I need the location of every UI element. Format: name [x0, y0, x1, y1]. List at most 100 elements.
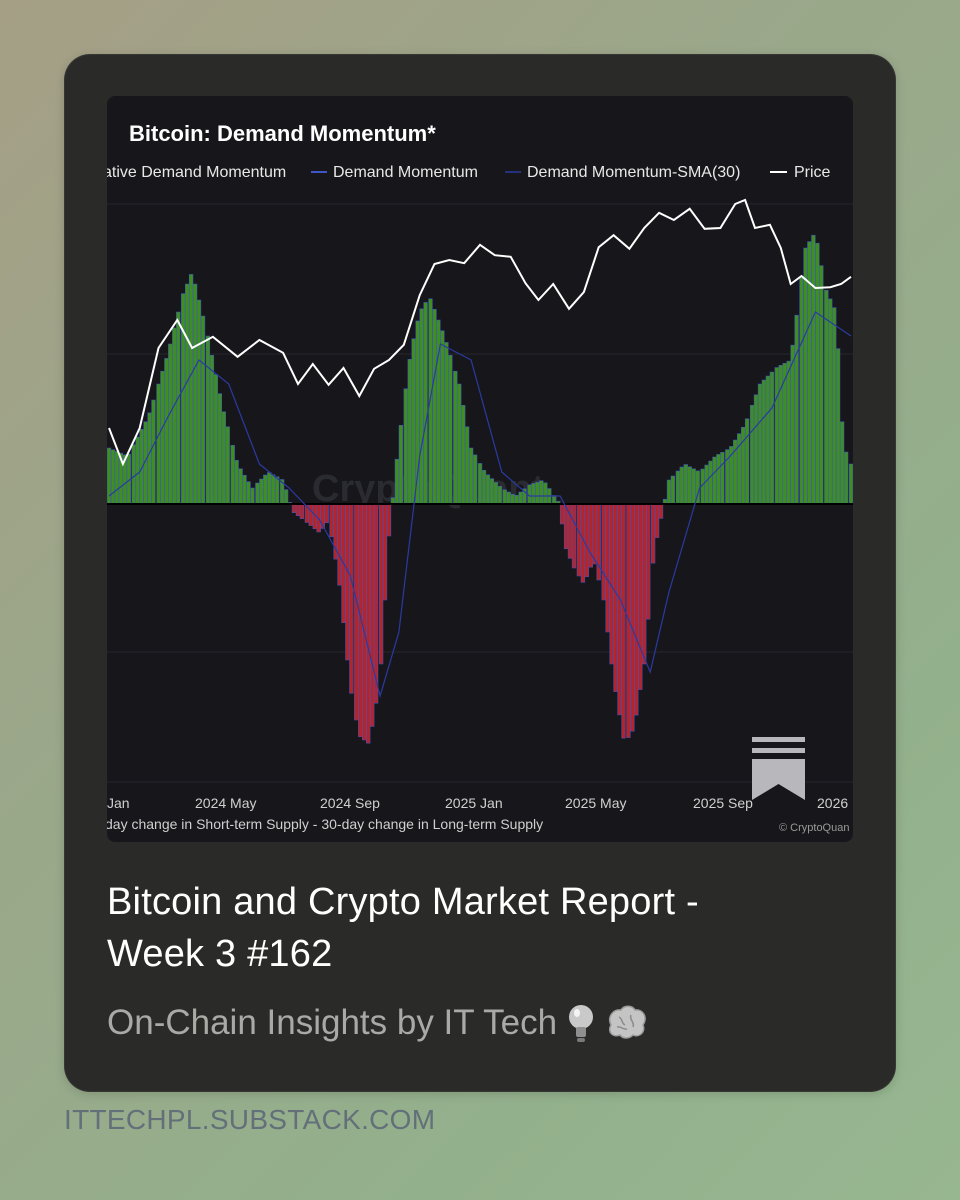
momentum-bar	[394, 458, 400, 505]
momentum-bar	[774, 367, 779, 505]
momentum-bar	[835, 348, 841, 505]
momentum-bar	[571, 503, 577, 569]
momentum-bar	[453, 370, 458, 505]
momentum-bar	[275, 476, 280, 505]
momentum-bar	[843, 451, 849, 505]
momentum-bar	[196, 299, 202, 505]
bookmark-icon[interactable]	[752, 737, 805, 800]
momentum-bar	[200, 315, 206, 505]
sma-line	[108, 311, 852, 699]
momentum-bar	[172, 327, 177, 505]
momentum-bar	[464, 426, 470, 505]
momentum-bar	[181, 293, 186, 505]
momentum-bar	[250, 487, 255, 505]
momentum-bar	[815, 242, 820, 505]
momentum-bar	[761, 379, 767, 505]
momentum-bar	[230, 445, 235, 505]
momentum-bar	[617, 503, 622, 716]
momentum-bar	[824, 289, 829, 505]
momentum-bar	[271, 474, 276, 505]
post-title-block[interactable]: Bitcoin and Crypto Market Report - Week …	[107, 876, 867, 980]
momentum-bar	[531, 483, 536, 505]
momentum-bar	[283, 489, 289, 505]
momentum-bar	[160, 370, 165, 505]
momentum-bar	[131, 444, 136, 505]
momentum-bar	[518, 491, 523, 505]
momentum-bar	[506, 491, 511, 505]
momentum-bar	[535, 481, 540, 505]
momentum-bar	[601, 503, 606, 601]
momentum-bar	[621, 503, 626, 739]
momentum-bar	[299, 503, 305, 519]
momentum-bar	[217, 393, 222, 505]
momentum-bar	[489, 478, 495, 505]
bookmark-icon-bar	[752, 737, 805, 742]
momentum-bar	[704, 464, 709, 505]
x-tick-label: Jan	[107, 795, 130, 811]
momentum-bar	[407, 359, 412, 505]
momentum-bar	[114, 451, 120, 505]
chart-title: Bitcoin: Demand Momentum*	[129, 121, 436, 146]
momentum-bar	[613, 503, 618, 692]
momentum-bar	[234, 460, 239, 505]
momentum-bar	[188, 274, 194, 505]
momentum-bar	[769, 371, 775, 505]
momentum-bar	[485, 474, 491, 505]
momentum-bar	[472, 454, 478, 505]
momentum-bar	[461, 405, 466, 505]
momentum-bar	[291, 503, 297, 513]
momentum-bar	[370, 503, 375, 727]
momentum-bar	[209, 354, 215, 505]
momentum-bar	[493, 482, 498, 505]
legend-sma-label: Demand Momentum-SMA(30)	[527, 164, 740, 181]
momentum-bar	[110, 449, 116, 505]
momentum-bar	[428, 298, 433, 505]
momentum-bar	[638, 503, 643, 690]
momentum-bar	[354, 503, 359, 721]
momentum-bar	[708, 460, 713, 505]
momentum-bar	[790, 344, 795, 505]
momentum-bar	[828, 298, 833, 505]
chart-grid	[107, 203, 853, 783]
momentum-bar	[481, 470, 487, 505]
momentum-bar	[403, 388, 408, 505]
momentum-bar	[267, 472, 272, 505]
x-tick-label: 2025 Jan	[445, 795, 503, 811]
momentum-bar	[543, 482, 548, 505]
post-title[interactable]: Bitcoin and Crypto Market Report - Week …	[107, 876, 867, 980]
source-domain[interactable]: ITTECHPL.SUBSTACK.COM	[64, 1104, 436, 1135]
momentum-bar	[242, 474, 247, 505]
momentum-bar	[658, 503, 664, 519]
momentum-bar	[147, 412, 152, 505]
x-tick-label: 2024 May	[195, 795, 256, 811]
demand-momentum-bars	[107, 234, 853, 744]
legend-demand-label: Demand Momentum	[333, 164, 478, 181]
momentum-bar	[753, 394, 759, 505]
momentum-bar	[811, 234, 816, 505]
post-title-line1: Bitcoin and Crypto Market Report -	[107, 881, 699, 923]
momentum-bar	[819, 265, 824, 505]
bookmark-icon-bar	[752, 748, 805, 753]
chart-credit: © CryptoQuan	[779, 822, 849, 834]
chart-image[interactable]: CryptoQuant Bitcoin: Demand Momentum* at…	[107, 96, 853, 842]
momentum-bar	[151, 399, 156, 505]
momentum-bar	[345, 503, 350, 661]
momentum-bar	[497, 485, 502, 505]
momentum-bar	[584, 503, 589, 578]
momentum-bar	[238, 468, 243, 505]
momentum-bar	[666, 479, 672, 505]
momentum-bar	[205, 335, 211, 505]
x-tick-label: 2025 May	[565, 795, 626, 811]
momentum-bar	[324, 503, 329, 524]
momentum-bar	[848, 463, 853, 505]
momentum-bar	[605, 503, 610, 633]
legend-price-label: Price	[794, 164, 831, 181]
momentum-bar	[683, 464, 688, 505]
momentum-bar	[255, 482, 260, 505]
momentum-bar	[626, 503, 631, 738]
momentum-bar	[576, 503, 582, 577]
momentum-bar	[366, 503, 371, 744]
momentum-bar	[592, 503, 597, 565]
x-tick-label: 2026	[817, 795, 848, 811]
momentum-bar	[225, 426, 230, 505]
